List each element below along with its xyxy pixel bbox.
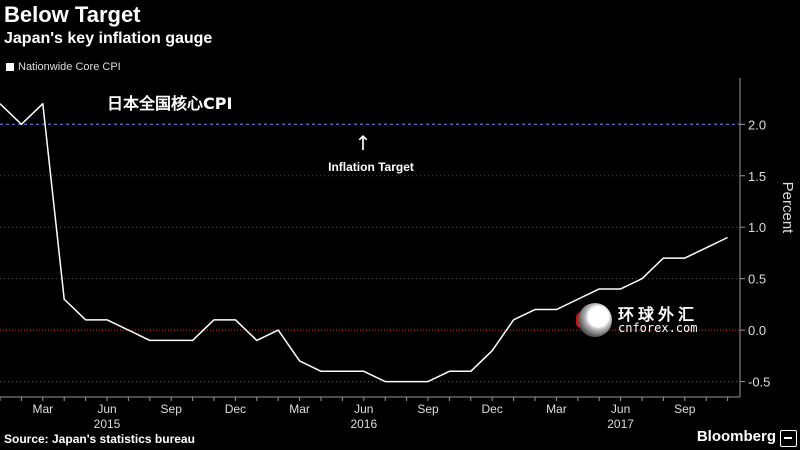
x-tick-label: Mar <box>32 402 53 416</box>
legend: Nationwide Core CPI <box>6 61 121 73</box>
x-tick-label: Dec <box>225 402 246 416</box>
y-tick-label: 0.0 <box>748 323 766 338</box>
watermark-logo-icon <box>578 303 612 337</box>
x-tick-label: Sep <box>417 402 439 416</box>
legend-label: Nationwide Core CPI <box>18 61 121 73</box>
x-tick-label: Sep <box>161 402 183 416</box>
watermark-text-en: cnforex.com <box>618 321 698 335</box>
brand-logo: Bloomberg <box>696 428 776 445</box>
y-tick-label: 1.0 <box>748 220 766 235</box>
terminal-icon <box>780 430 797 447</box>
source-note: Source: Japan's statistics bureau <box>4 432 195 446</box>
x-tick-label: Dec <box>482 402 503 416</box>
y-tick-label: 2.0 <box>748 117 766 132</box>
x-tick-label: Sep <box>674 402 696 416</box>
y-tick-label: 0.5 <box>748 272 766 287</box>
y-tick-label: 1.5 <box>748 169 766 184</box>
x-tick-label: Mar <box>289 402 310 416</box>
legend-swatch <box>6 63 14 71</box>
x-tick-label: Mar <box>546 402 567 416</box>
annotation-arrow: ↑ <box>355 131 372 155</box>
annotation-label: Inflation Target <box>328 160 414 174</box>
year-label: 2015 <box>94 417 121 431</box>
watermark-text-cn: 环球外汇 <box>618 305 699 324</box>
series-line-core-cpi <box>0 102 728 383</box>
year-label: 2016 <box>350 417 377 431</box>
watermark: 环球外汇 cnforex.com <box>576 300 708 340</box>
year-label: 2017 <box>607 417 634 431</box>
chart-title: Below Target <box>4 2 141 27</box>
x-tick-label: Jun <box>354 402 373 416</box>
chart-subtitle: Japan's key inflation gauge <box>4 30 213 47</box>
x-tick-label: Jun <box>611 402 630 416</box>
y-tick-label: -0.5 <box>748 375 770 390</box>
x-tick-label: Jun <box>97 402 116 416</box>
chinese-caption: 日本全国核心CPI <box>107 94 233 113</box>
y-axis-title: Percent <box>779 182 796 235</box>
